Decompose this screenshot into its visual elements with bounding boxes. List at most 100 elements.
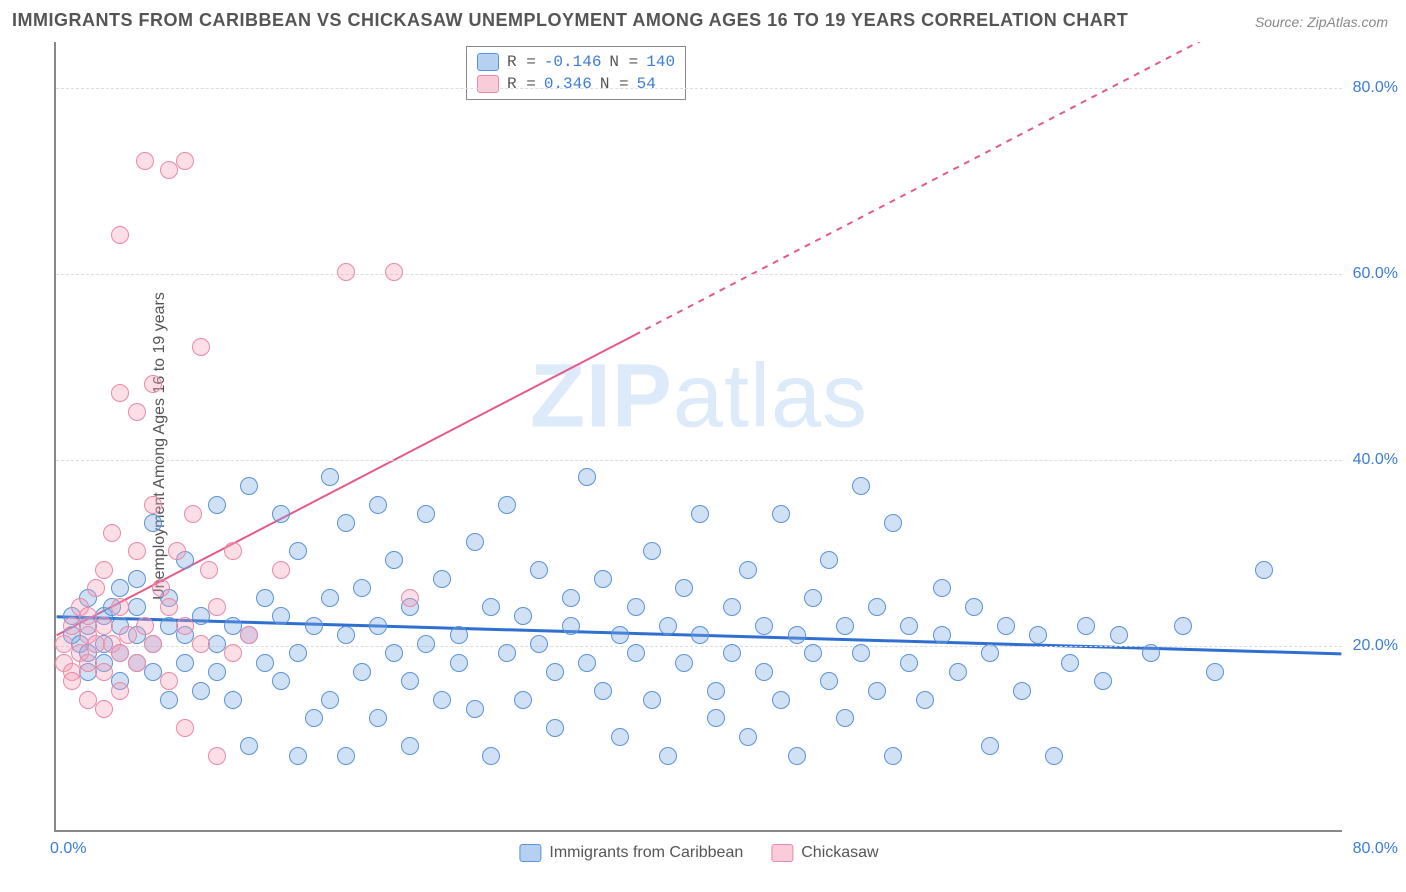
data-point: [272, 505, 290, 523]
data-point: [401, 672, 419, 690]
data-point: [546, 719, 564, 737]
data-point: [305, 617, 323, 635]
data-point: [1206, 663, 1224, 681]
data-point: [111, 579, 129, 597]
data-point: [433, 570, 451, 588]
data-point: [627, 644, 645, 662]
data-point: [63, 617, 81, 635]
data-point: [289, 747, 307, 765]
data-point: [176, 152, 194, 170]
data-point: [224, 644, 242, 662]
data-point: [884, 747, 902, 765]
data-point: [289, 542, 307, 560]
data-point: [272, 672, 290, 690]
data-point: [1110, 626, 1128, 644]
data-point: [820, 551, 838, 569]
legend-row-pink: R = 0.346 N = 54: [477, 73, 675, 95]
data-point: [659, 617, 677, 635]
data-point: [466, 533, 484, 551]
data-point: [1045, 747, 1063, 765]
x-tick-min: 0.0%: [50, 840, 86, 858]
legend-row-blue: R = -0.146 N = 140: [477, 51, 675, 73]
data-point: [385, 551, 403, 569]
data-point: [224, 617, 242, 635]
data-point: [353, 663, 371, 681]
data-point: [192, 338, 210, 356]
data-point: [578, 468, 596, 486]
data-point: [659, 747, 677, 765]
data-point: [804, 589, 822, 607]
data-point: [788, 626, 806, 644]
swatch-pink: [771, 844, 793, 862]
data-point: [111, 384, 129, 402]
data-point: [997, 617, 1015, 635]
data-point: [128, 542, 146, 560]
data-point: [514, 691, 532, 709]
data-point: [144, 514, 162, 532]
data-point: [981, 644, 999, 662]
series-legend: Immigrants from Caribbean Chickasaw: [519, 844, 878, 862]
data-point: [723, 644, 741, 662]
data-point: [401, 737, 419, 755]
trend-lines: [56, 42, 1342, 830]
data-point: [417, 635, 435, 653]
scatter-plot: ZIPatlas R = -0.146 N = 140 R = 0.346 N …: [54, 42, 1342, 832]
data-point: [594, 682, 612, 700]
data-point: [450, 654, 468, 672]
data-point: [160, 691, 178, 709]
data-point: [691, 505, 709, 523]
data-point: [965, 598, 983, 616]
data-point: [321, 589, 339, 607]
data-point: [95, 663, 113, 681]
y-tick: 40.0%: [1353, 451, 1398, 469]
data-point: [852, 477, 870, 495]
data-point: [192, 607, 210, 625]
data-point: [611, 626, 629, 644]
data-point: [176, 654, 194, 672]
x-tick-max: 80.0%: [1353, 840, 1398, 858]
data-point: [788, 747, 806, 765]
data-point: [675, 654, 693, 672]
data-point: [723, 598, 741, 616]
data-point: [95, 617, 113, 635]
data-point: [272, 561, 290, 579]
data-point: [611, 728, 629, 746]
data-point: [643, 691, 661, 709]
chart-title: IMMIGRANTS FROM CARIBBEAN VS CHICKASAW U…: [12, 10, 1128, 31]
data-point: [256, 654, 274, 672]
data-point: [369, 496, 387, 514]
data-point: [836, 617, 854, 635]
data-point: [208, 663, 226, 681]
data-point: [401, 589, 419, 607]
data-point: [981, 737, 999, 755]
legend-item-chickasaw: Chickasaw: [771, 844, 878, 862]
data-point: [119, 626, 137, 644]
data-point: [578, 654, 596, 672]
data-point: [184, 505, 202, 523]
data-point: [224, 691, 242, 709]
data-point: [272, 607, 290, 625]
data-point: [836, 709, 854, 727]
data-point: [707, 709, 725, 727]
data-point: [675, 579, 693, 597]
data-point: [482, 598, 500, 616]
data-point: [337, 747, 355, 765]
data-point: [192, 635, 210, 653]
data-point: [208, 496, 226, 514]
data-point: [498, 644, 516, 662]
data-point: [136, 617, 154, 635]
data-point: [385, 644, 403, 662]
data-point: [755, 663, 773, 681]
data-point: [739, 728, 757, 746]
data-point: [1142, 644, 1160, 662]
swatch-blue: [519, 844, 541, 862]
data-point: [1255, 561, 1273, 579]
data-point: [530, 635, 548, 653]
data-point: [321, 691, 339, 709]
data-point: [450, 626, 468, 644]
data-point: [1077, 617, 1095, 635]
data-point: [208, 598, 226, 616]
data-point: [103, 524, 121, 542]
data-point: [111, 644, 129, 662]
data-point: [176, 719, 194, 737]
